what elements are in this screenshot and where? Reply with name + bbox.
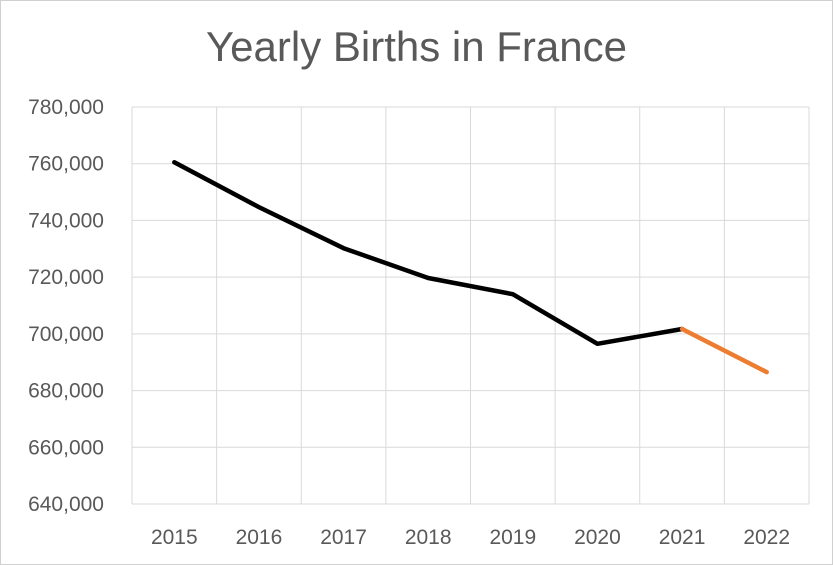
series-line-0: [172, 160, 685, 347]
y-tick-label: 720,000: [28, 266, 104, 289]
x-tick-label: 2022: [743, 526, 790, 549]
x-tick-label: 2019: [489, 526, 536, 549]
chart-title: Yearly Births in France: [206, 23, 627, 70]
x-tick-label: 2021: [659, 526, 706, 549]
y-tick-label: 680,000: [28, 380, 104, 403]
x-tick-label: 2018: [405, 526, 452, 549]
x-tick-label: 2016: [236, 526, 283, 549]
x-tick-label: 2020: [574, 526, 621, 549]
y-tick-label: 640,000: [28, 493, 104, 516]
y-tick-label: 660,000: [28, 436, 104, 459]
y-tick-label: 740,000: [28, 209, 104, 232]
y-tick-label: 780,000: [28, 96, 104, 119]
x-tick-label: 2015: [151, 526, 198, 549]
x-tick-label: 2017: [320, 526, 367, 549]
y-tick-label: 760,000: [28, 153, 104, 176]
series-line-1: [679, 326, 769, 375]
y-tick-label: 700,000: [28, 323, 104, 346]
